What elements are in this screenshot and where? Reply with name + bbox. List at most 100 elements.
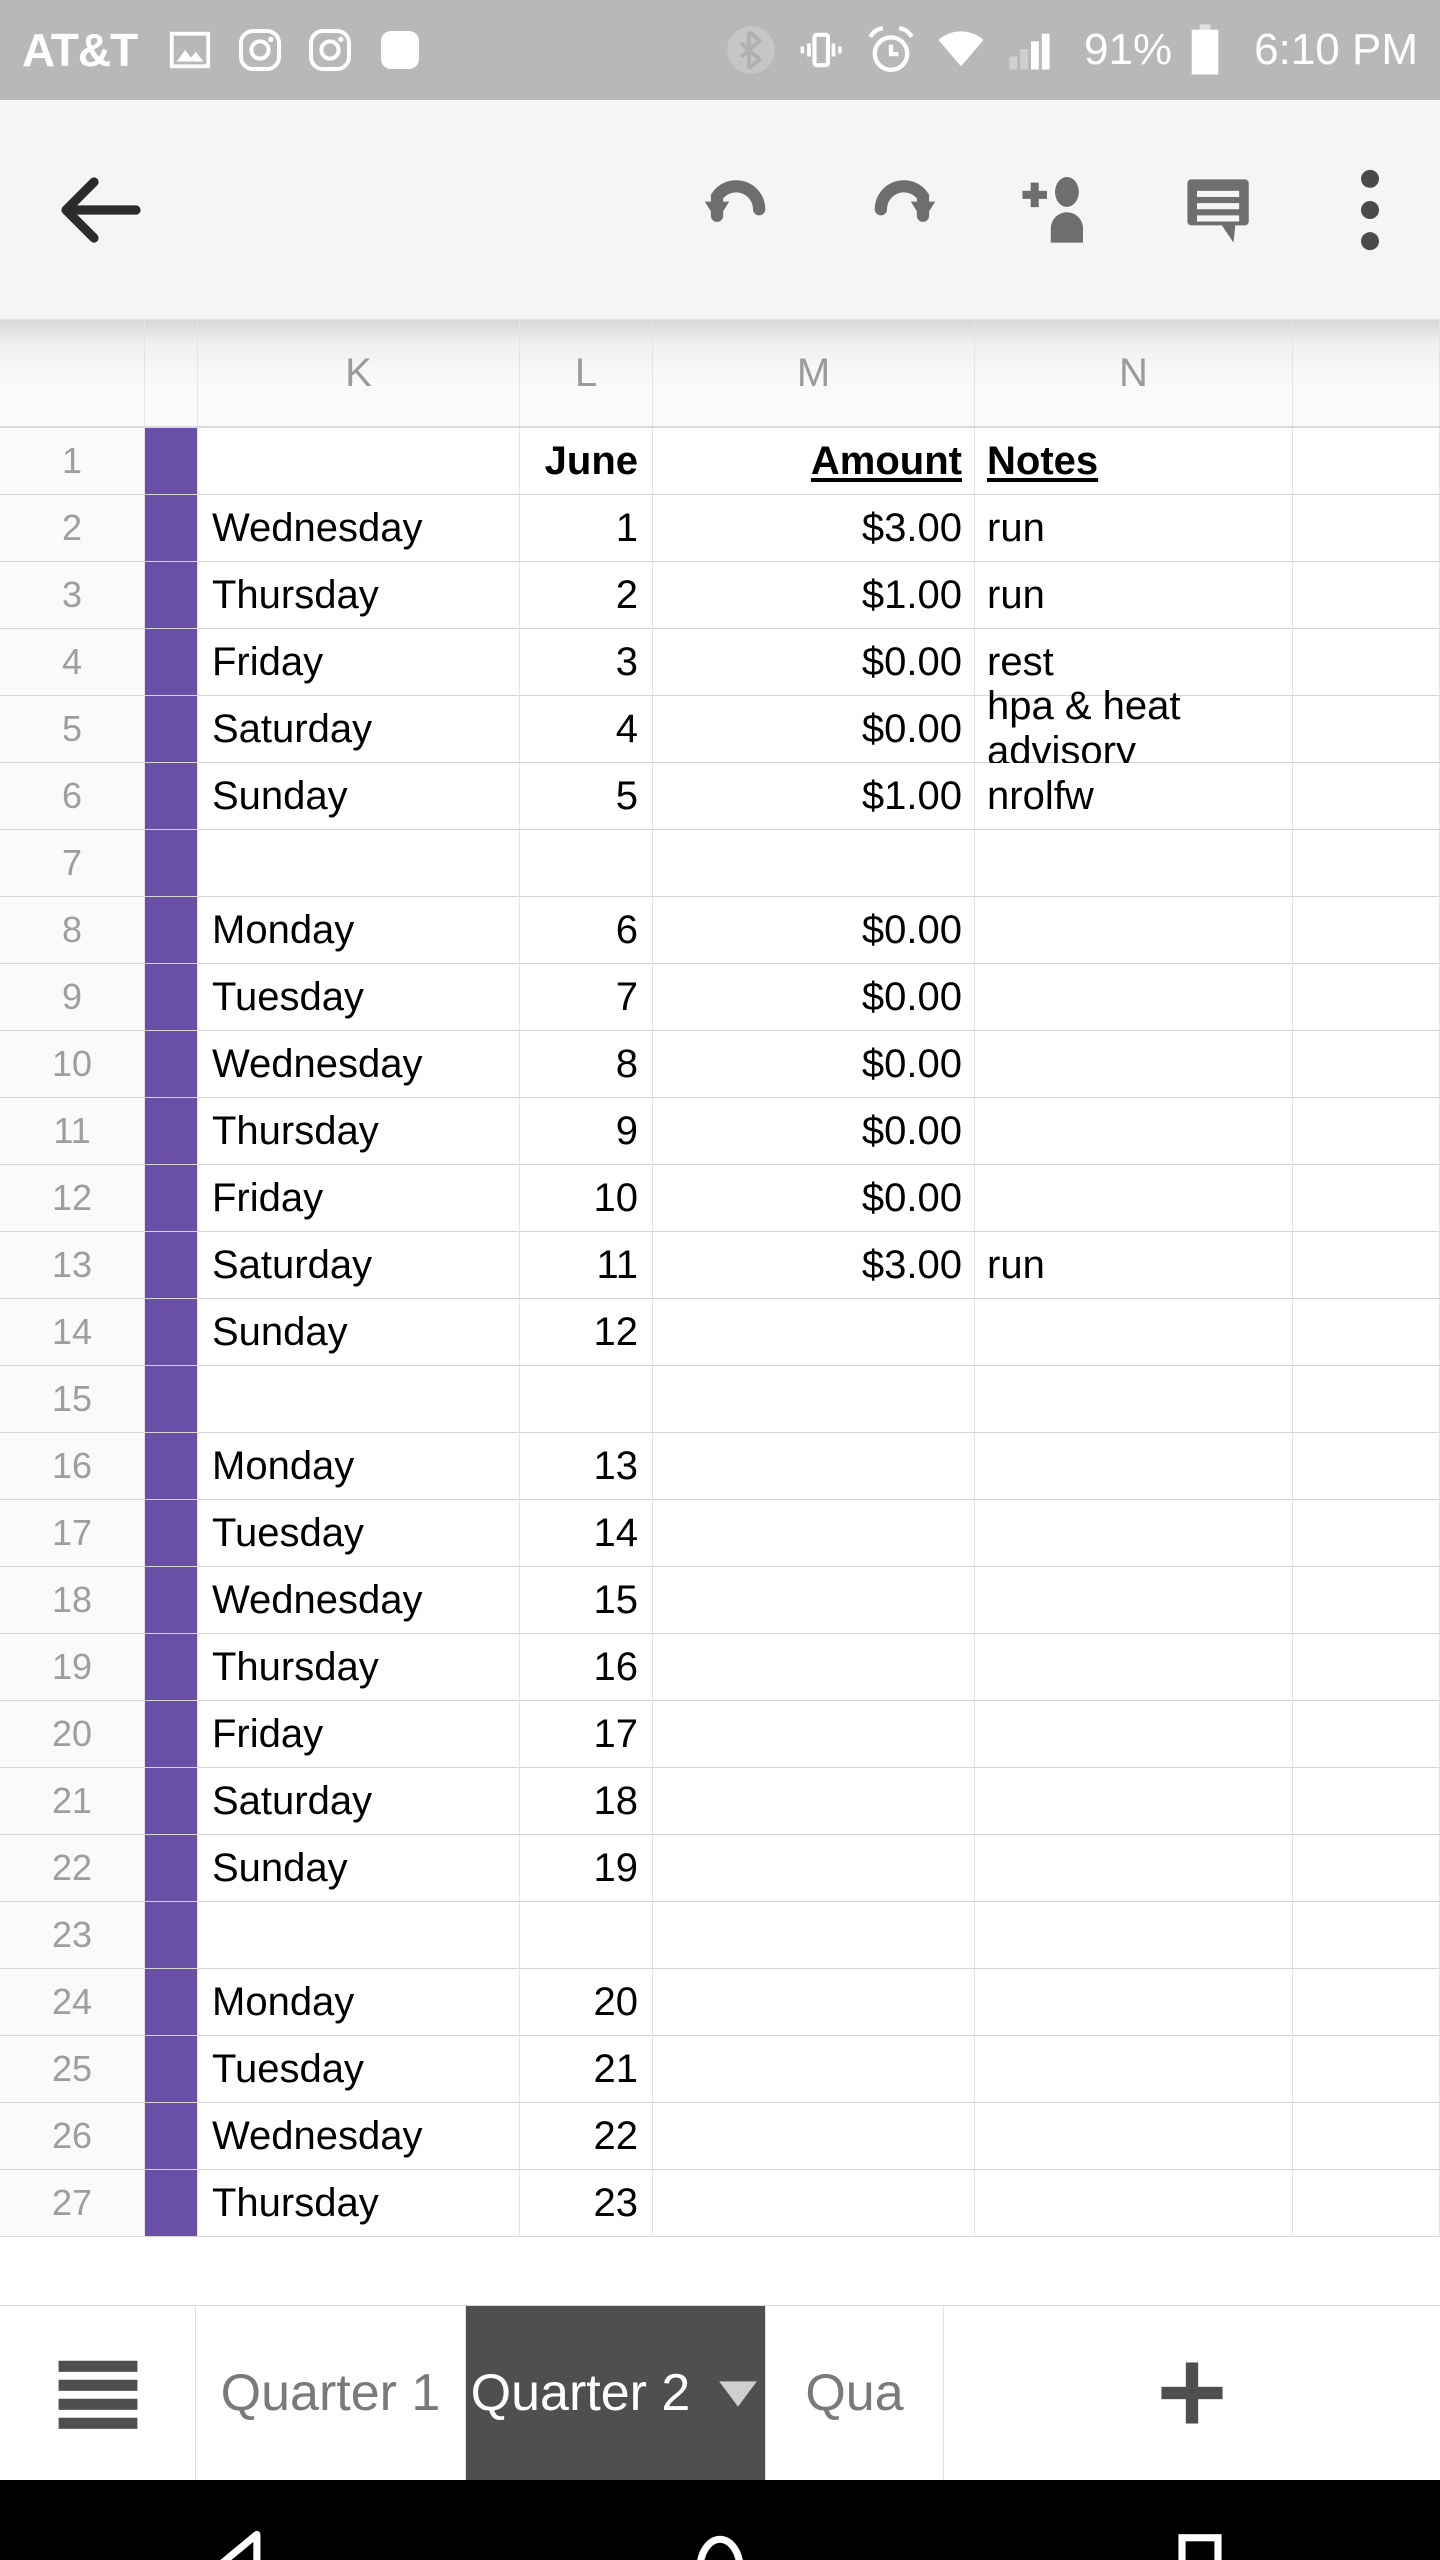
cell-empty[interactable]: [1293, 1969, 1440, 2036]
row-selection-marker[interactable]: [145, 1835, 198, 1902]
cell-day[interactable]: [198, 830, 520, 897]
cell-notes-header[interactable]: Notes: [975, 428, 1293, 495]
row-selection-marker[interactable]: [145, 964, 198, 1031]
cell-date[interactable]: 19: [520, 1835, 653, 1902]
cell-amount[interactable]: [653, 1433, 975, 1500]
row-selection-marker[interactable]: [145, 562, 198, 629]
cell-day[interactable]: Wednesday: [198, 1567, 520, 1634]
table-row[interactable]: 3 Thursday 2 $1.00 run: [0, 562, 1440, 629]
row-selection-marker[interactable]: [145, 1567, 198, 1634]
row-number[interactable]: 17: [0, 1500, 145, 1567]
cell-date[interactable]: [520, 1902, 653, 1969]
table-row[interactable]: 1 June Amount Notes: [0, 428, 1440, 495]
row-number[interactable]: 7: [0, 830, 145, 897]
cell-note[interactable]: [975, 1567, 1293, 1634]
cell-amount[interactable]: $0.00: [653, 629, 975, 696]
row-number[interactable]: 2: [0, 495, 145, 562]
table-row[interactable]: 23: [0, 1902, 1440, 1969]
cell-date[interactable]: 5: [520, 763, 653, 830]
cell-amount[interactable]: $1.00: [653, 562, 975, 629]
cell-empty[interactable]: [1293, 1232, 1440, 1299]
cell-amount[interactable]: $0.00: [653, 696, 975, 763]
cell-empty[interactable]: [1293, 629, 1440, 696]
cell-note[interactable]: [975, 897, 1293, 964]
cell-date[interactable]: 6: [520, 897, 653, 964]
cell-day[interactable]: Friday: [198, 1701, 520, 1768]
cell-note[interactable]: [975, 2170, 1293, 2237]
table-row[interactable]: 24 Monday 20: [0, 1969, 1440, 2036]
cell-note[interactable]: [975, 1500, 1293, 1567]
cell-date[interactable]: 15: [520, 1567, 653, 1634]
cell-note[interactable]: [975, 964, 1293, 1031]
row-number[interactable]: 3: [0, 562, 145, 629]
row-selection-marker[interactable]: [145, 1634, 198, 1701]
sheet-tab-quarter-3[interactable]: Qua: [766, 2306, 944, 2480]
cell-day[interactable]: [198, 1902, 520, 1969]
table-row[interactable]: 15: [0, 1366, 1440, 1433]
column-header-selected[interactable]: [145, 320, 198, 426]
cell-date[interactable]: [520, 1366, 653, 1433]
row-selection-marker[interactable]: [145, 495, 198, 562]
cell-day[interactable]: Thursday: [198, 1098, 520, 1165]
cell-empty[interactable]: [1293, 2170, 1440, 2237]
cell-empty[interactable]: [1293, 2036, 1440, 2103]
cell-empty[interactable]: [1293, 1701, 1440, 1768]
row-number[interactable]: 14: [0, 1299, 145, 1366]
add-sheet-button[interactable]: [944, 2306, 1440, 2480]
cell-date[interactable]: 14: [520, 1500, 653, 1567]
cell-empty[interactable]: [1293, 1835, 1440, 1902]
row-number[interactable]: 23: [0, 1902, 145, 1969]
sheet-tab-quarter-2[interactable]: Quarter 2: [466, 2306, 766, 2480]
cell-empty[interactable]: [1293, 1165, 1440, 1232]
cell-date[interactable]: 3: [520, 629, 653, 696]
cell-amount[interactable]: $0.00: [653, 1165, 975, 1232]
cell-amount[interactable]: $0.00: [653, 1098, 975, 1165]
table-row[interactable]: 25 Tuesday 21: [0, 2036, 1440, 2103]
cell-date[interactable]: 18: [520, 1768, 653, 1835]
row-selection-marker[interactable]: [145, 1701, 198, 1768]
row-number[interactable]: 27: [0, 2170, 145, 2237]
table-row[interactable]: 5 Saturday 4 $0.00 hpa & heat advisory: [0, 684, 1440, 773]
cell-month-header[interactable]: June: [520, 428, 653, 495]
cell-empty[interactable]: [1293, 1299, 1440, 1366]
cell-date[interactable]: 7: [520, 964, 653, 1031]
sheet-tab-quarter-1[interactable]: Quarter 1: [196, 2306, 466, 2480]
cell-amount[interactable]: [653, 830, 975, 897]
row-number[interactable]: 20: [0, 1701, 145, 1768]
row-number[interactable]: 9: [0, 964, 145, 1031]
cell-note[interactable]: [975, 1969, 1293, 2036]
cell-empty[interactable]: [1293, 1366, 1440, 1433]
cell-date[interactable]: 8: [520, 1031, 653, 1098]
cell-empty[interactable]: [1293, 1500, 1440, 1567]
cell-amount[interactable]: [653, 1634, 975, 1701]
row-number[interactable]: 26: [0, 2103, 145, 2170]
row-selection-marker[interactable]: [145, 1969, 198, 2036]
row-selection-marker[interactable]: [145, 1433, 198, 1500]
row-selection-marker[interactable]: [145, 2036, 198, 2103]
cell-day[interactable]: Wednesday: [198, 495, 520, 562]
cell-day[interactable]: Saturday: [198, 696, 520, 763]
cell-empty[interactable]: [1293, 696, 1440, 763]
column-header-n[interactable]: N: [975, 320, 1293, 426]
cell-day[interactable]: Thursday: [198, 562, 520, 629]
redo-button[interactable]: [820, 164, 980, 256]
row-selection-marker[interactable]: [145, 428, 198, 495]
cell-day[interactable]: Monday: [198, 897, 520, 964]
cell-amount-header[interactable]: Amount: [653, 428, 975, 495]
table-row[interactable]: 22 Sunday 19: [0, 1835, 1440, 1902]
table-row[interactable]: 27 Thursday 23: [0, 2170, 1440, 2237]
cell-note[interactable]: nrolfw: [975, 763, 1293, 830]
table-row[interactable]: 21 Saturday 18: [0, 1768, 1440, 1835]
cell-date[interactable]: 9: [520, 1098, 653, 1165]
cell-date[interactable]: 2: [520, 562, 653, 629]
cell-amount[interactable]: [653, 1567, 975, 1634]
row-number[interactable]: 15: [0, 1366, 145, 1433]
chevron-down-icon[interactable]: [716, 2363, 760, 2423]
column-header-m[interactable]: M: [653, 320, 975, 426]
undo-button[interactable]: [660, 164, 820, 256]
table-row[interactable]: 18 Wednesday 15: [0, 1567, 1440, 1634]
cell-date[interactable]: 12: [520, 1299, 653, 1366]
cell-amount[interactable]: [653, 1701, 975, 1768]
back-button[interactable]: [0, 162, 200, 258]
cell-date[interactable]: 20: [520, 1969, 653, 2036]
